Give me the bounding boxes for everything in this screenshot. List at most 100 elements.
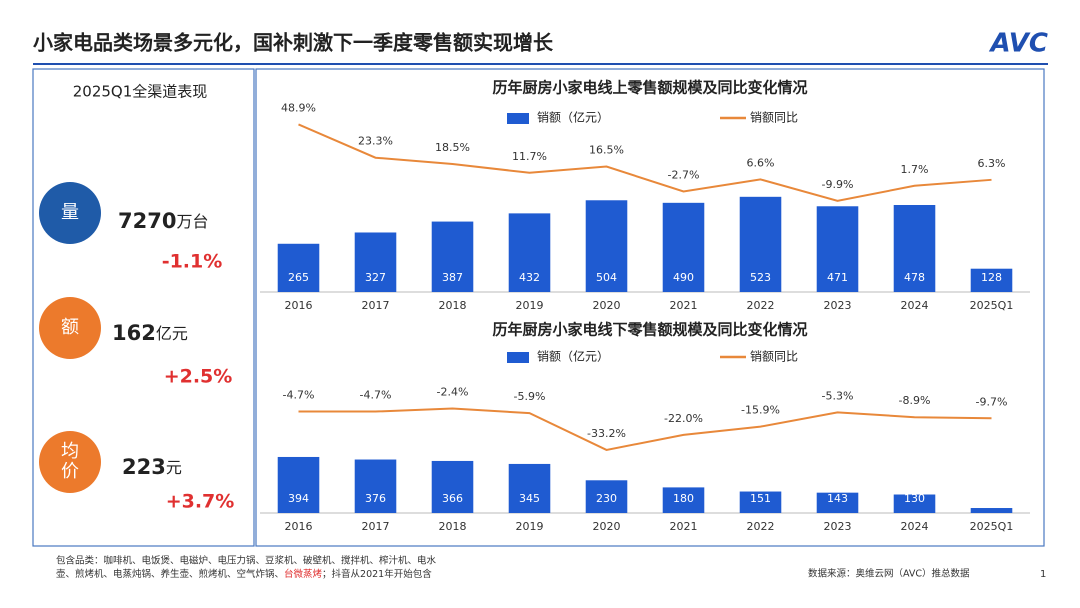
metric-value: 162亿元 — [112, 321, 188, 345]
line-value-label: 18.5% — [435, 141, 470, 154]
metric-change: -1.1% — [162, 251, 223, 273]
metric-change: +3.7% — [166, 491, 235, 513]
bar — [277, 456, 320, 513]
bar-value-label: 180 — [673, 492, 694, 505]
legend-label: 销额同比 — [750, 111, 798, 125]
legend-label: 销额（亿元） — [537, 110, 609, 125]
bar-value-label: 143 — [827, 492, 848, 505]
footnote-text: ；抖音从2021年开始包含 — [322, 568, 432, 580]
line-value-label: 16.5% — [589, 144, 624, 157]
line-value-label: 6.6% — [747, 156, 775, 169]
bar — [739, 491, 782, 513]
x-tick-label: 2021 — [670, 299, 698, 312]
metric-value: 223元 — [122, 455, 182, 479]
slide-title: 小家电品类场景多元化，国补刺激下一季度零售额实现增长 — [33, 31, 554, 55]
line-value-label: 48.9% — [281, 101, 316, 114]
bar-value-label: 471 — [827, 271, 848, 284]
bar — [970, 268, 1013, 292]
metric-icon — [39, 182, 101, 244]
x-tick-label: 2024 — [901, 520, 929, 533]
bar — [662, 487, 705, 513]
footnote: 包含品类：咖啡机、电饭煲、电磁炉、电压力锅、豆浆机、破壁机、搅拌机、榨汁机、电水 — [56, 555, 437, 567]
bar — [816, 492, 859, 513]
footnote: 壶、煎烤机、电蒸炖锅、养生壶、煎烤机、空气炸锅、台微蒸烤；抖音从2021年开始包… — [56, 568, 432, 580]
left-panel — [32, 68, 255, 547]
line-value-label: -33.2% — [587, 427, 626, 440]
bar-value-label: 523 — [750, 271, 771, 284]
line-value-label: 11.7% — [512, 150, 547, 163]
bar-value-label: 230 — [596, 492, 617, 505]
bar-value-label: 387 — [442, 271, 463, 284]
line-value-label: -9.7% — [976, 395, 1008, 408]
x-tick-label: 2017 — [362, 520, 390, 533]
bar — [970, 508, 1013, 513]
metric-icon-label: 额 — [61, 317, 79, 338]
metric-icon-label: 量 — [61, 202, 79, 223]
logo: AVC — [988, 29, 1048, 59]
chart-title: 历年厨房小家电线上零售额规模及同比变化情况 — [492, 79, 807, 97]
footnote-text: 壶、煎烤机、电蒸炖锅、养生壶、煎烤机、空气炸锅、 — [56, 568, 284, 580]
line-value-label: -5.3% — [822, 389, 854, 402]
bar-value-label: 345 — [519, 492, 540, 505]
metric-number: 223 — [122, 455, 166, 479]
bar — [277, 243, 320, 292]
metric-unit: 元 — [166, 458, 182, 477]
x-tick-label: 2018 — [439, 520, 467, 533]
legend-swatch — [507, 352, 529, 363]
chart-title: 历年厨房小家电线下零售额规模及同比变化情况 — [492, 321, 807, 339]
line-value-label: -5.9% — [514, 390, 546, 403]
metric-number: 7270 — [118, 209, 176, 233]
x-tick-label: 2025Q1 — [970, 520, 1014, 533]
x-tick-label: 2020 — [593, 520, 621, 533]
x-tick-label: 2023 — [824, 520, 852, 533]
bar-value-label: 478 — [904, 271, 925, 284]
bar-value-label: 376 — [365, 492, 386, 505]
line-value-label: -2.4% — [437, 385, 469, 398]
bar-value-label: 366 — [442, 492, 463, 505]
line-value-label: -8.9% — [899, 394, 931, 407]
x-tick-label: 2023 — [824, 299, 852, 312]
x-tick-label: 2016 — [285, 520, 313, 533]
bar — [585, 200, 628, 292]
chart-panel — [255, 68, 1045, 547]
metric-icon-label: 均价 — [61, 441, 79, 482]
bar — [508, 463, 551, 513]
x-tick-label: 2019 — [516, 299, 544, 312]
line-value-label: 1.7% — [901, 163, 929, 176]
line-value-label: -22.0% — [664, 412, 703, 425]
legend-label: 销额（亿元） — [537, 349, 609, 364]
line-value-label: 23.3% — [358, 135, 393, 148]
page-number: 1 — [1040, 569, 1046, 580]
metric-icon — [39, 297, 101, 359]
metric-unit: 万台 — [176, 212, 208, 231]
x-tick-label: 2016 — [285, 299, 313, 312]
bar-value-label: 265 — [288, 271, 309, 284]
line-value-label: -9.9% — [822, 178, 854, 191]
x-tick-label: 2024 — [901, 299, 929, 312]
metric-icon — [39, 431, 101, 493]
metric-unit: 亿元 — [156, 324, 188, 343]
metric-number: 162 — [112, 321, 156, 345]
line-value-label: 6.3% — [978, 157, 1006, 170]
x-tick-label: 2025Q1 — [970, 299, 1014, 312]
line-value-label: -4.7% — [283, 389, 315, 402]
bar — [354, 232, 397, 292]
legend-swatch — [507, 113, 529, 124]
bar-value-label: 490 — [673, 271, 694, 284]
line-value-label: -15.9% — [741, 404, 780, 417]
bar-value-label: 151 — [750, 492, 771, 505]
bar-value-label: 394 — [288, 492, 309, 505]
bar — [662, 202, 705, 292]
bar — [508, 213, 551, 292]
line-series — [298, 407, 992, 451]
bar — [893, 494, 936, 513]
line-value-label: -4.7% — [360, 389, 392, 402]
bar — [431, 460, 474, 513]
footnote-highlight: 台微蒸烤 — [284, 568, 323, 580]
bar-value-label: 327 — [365, 271, 386, 284]
bar-value-label: 504 — [596, 271, 617, 284]
metric-change: +2.5% — [164, 366, 233, 388]
x-tick-label: 2020 — [593, 299, 621, 312]
x-tick-label: 2021 — [670, 520, 698, 533]
